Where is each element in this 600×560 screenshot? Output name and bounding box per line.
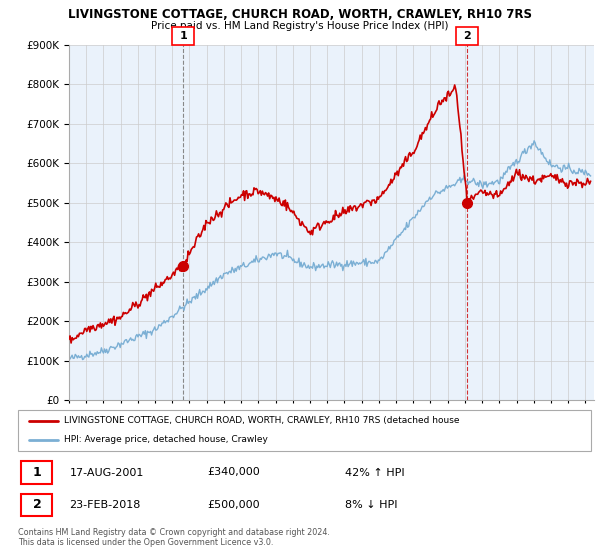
Text: Contains HM Land Registry data © Crown copyright and database right 2024.
This d: Contains HM Land Registry data © Crown c… xyxy=(18,528,330,547)
Text: 42% ↑ HPI: 42% ↑ HPI xyxy=(344,468,404,478)
Text: 23-FEB-2018: 23-FEB-2018 xyxy=(70,500,141,510)
Text: LIVINGSTONE COTTAGE, CHURCH ROAD, WORTH, CRAWLEY, RH10 7RS (detached house: LIVINGSTONE COTTAGE, CHURCH ROAD, WORTH,… xyxy=(64,416,460,425)
Text: 1: 1 xyxy=(32,466,41,479)
FancyBboxPatch shape xyxy=(21,461,52,484)
Text: 2: 2 xyxy=(463,31,471,41)
FancyBboxPatch shape xyxy=(21,493,52,516)
FancyBboxPatch shape xyxy=(18,410,591,451)
Text: HPI: Average price, detached house, Crawley: HPI: Average price, detached house, Craw… xyxy=(64,435,268,444)
Text: 1: 1 xyxy=(179,31,187,41)
Text: 2: 2 xyxy=(32,498,41,511)
Bar xyxy=(183,45,467,400)
Text: 17-AUG-2001: 17-AUG-2001 xyxy=(70,468,144,478)
Text: £500,000: £500,000 xyxy=(207,500,260,510)
Text: LIVINGSTONE COTTAGE, CHURCH ROAD, WORTH, CRAWLEY, RH10 7RS: LIVINGSTONE COTTAGE, CHURCH ROAD, WORTH,… xyxy=(68,8,532,21)
Text: £340,000: £340,000 xyxy=(207,468,260,478)
Text: 8% ↓ HPI: 8% ↓ HPI xyxy=(344,500,397,510)
Text: Price paid vs. HM Land Registry's House Price Index (HPI): Price paid vs. HM Land Registry's House … xyxy=(151,21,449,31)
